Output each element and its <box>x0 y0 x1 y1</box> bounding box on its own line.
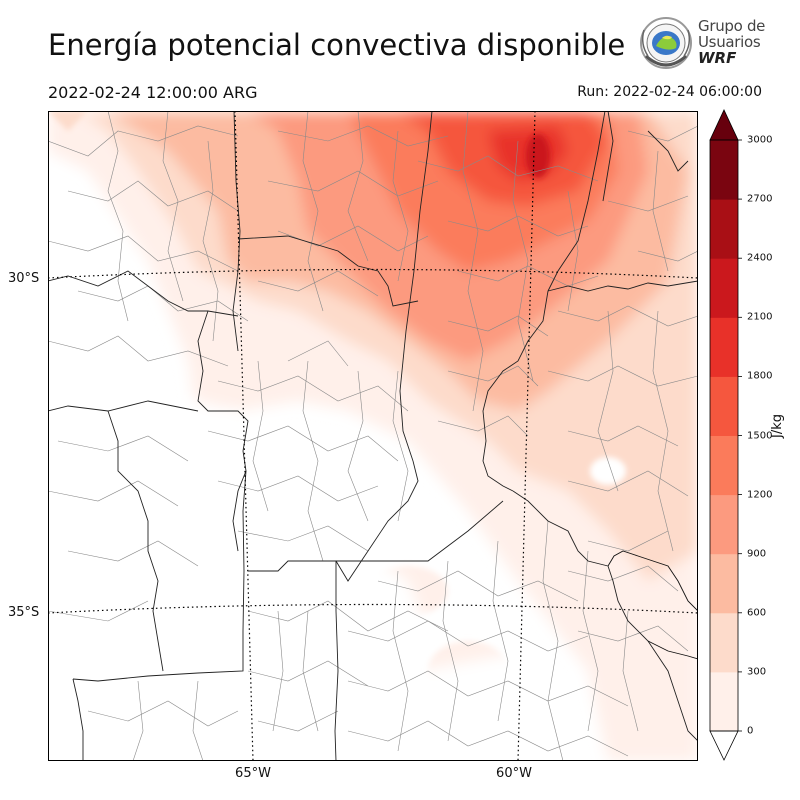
colorbar-band <box>710 199 738 259</box>
coastline <box>607 550 698 660</box>
colorbar-tick-label: 900 <box>747 548 767 560</box>
logo-text: Grupo de Usuarios WRF <box>698 18 765 66</box>
cape-map <box>48 111 698 761</box>
graticule <box>48 111 698 761</box>
logo-line1: Grupo de <box>698 17 766 35</box>
colorbar-tick-label: 1500 <box>747 430 773 441</box>
colorbar-tick-marks <box>738 139 742 732</box>
lat-label-35s: 35°S <box>8 605 40 620</box>
lat-label-30s: 30°S <box>8 271 40 286</box>
colorbar-tick-label: 300 <box>747 666 767 678</box>
colorbar-band <box>710 671 738 732</box>
run-time: Run: 2022-02-24 06:00:00 <box>577 84 762 100</box>
colorbar-band <box>710 435 738 496</box>
colorbar-unit-label: J/kg <box>770 414 785 438</box>
cape-field <box>48 111 698 761</box>
lon-label-65w: 65°W <box>235 766 271 781</box>
colorbar-tick-label: 2700 <box>747 193 773 205</box>
colorbar <box>709 109 742 761</box>
map-frame <box>48 111 698 761</box>
wrf-users-logo: Grupo de Usuarios WRF <box>638 16 788 74</box>
colorbar-band <box>710 553 738 614</box>
colorbar-band <box>710 258 738 318</box>
colorbar-tick-label: 600 <box>747 607 767 619</box>
colorbar-band <box>710 317 738 377</box>
colorbar-band <box>710 140 738 200</box>
colorbar-band <box>710 494 738 555</box>
map-title: Energía potencial convectiva disponible <box>48 28 626 62</box>
colorbar-tick-label: 1800 <box>747 370 773 382</box>
logo-line2: Usuarios <box>698 33 761 51</box>
colorbar-tick-label: 2100 <box>747 311 773 323</box>
lon-label-60w: 60°W <box>496 766 532 781</box>
valid-time: 2022-02-24 12:00:00 ARG <box>48 83 258 102</box>
colorbar-tick-label: 2400 <box>747 252 773 264</box>
logo-line3: WRF <box>698 49 737 67</box>
colorbar-tick-label: 3000 <box>747 134 773 146</box>
colorbar-tick-label: 0 <box>747 725 754 737</box>
colorbar-over-arrow <box>709 109 739 141</box>
colorbar-under-arrow <box>709 730 739 761</box>
department-borders <box>48 111 698 761</box>
colorbar-tick-label: 1200 <box>747 489 773 501</box>
province-borders <box>48 111 698 761</box>
colorbar-bands <box>710 140 738 732</box>
logo-emblem-icon <box>640 17 692 69</box>
colorbar-band <box>710 612 738 673</box>
colorbar-band <box>710 376 738 436</box>
